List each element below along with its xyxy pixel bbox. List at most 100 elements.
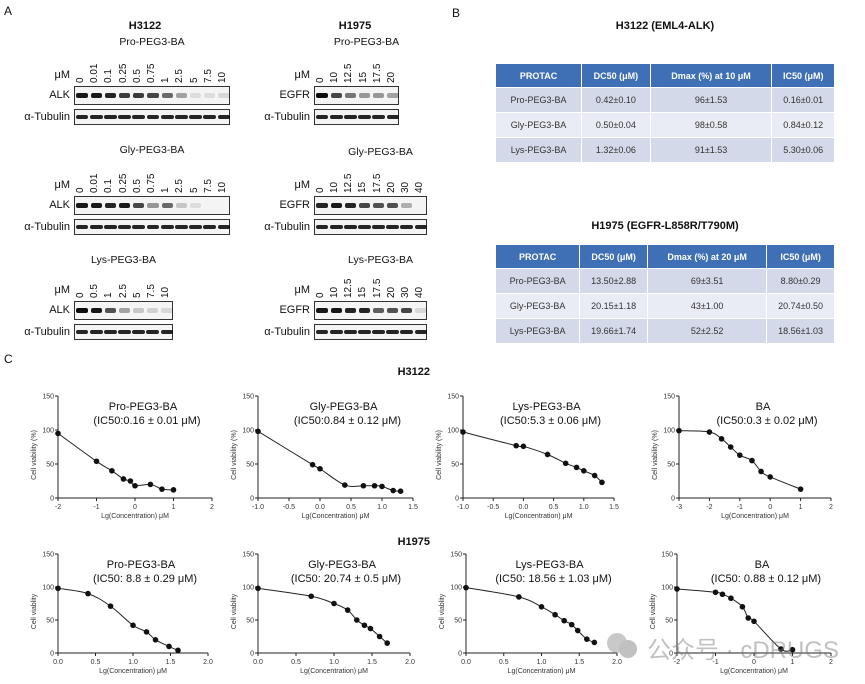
y-tick-label: 150 bbox=[42, 552, 54, 559]
tubulin-band bbox=[118, 115, 131, 119]
table-header-row: PROTAC DC50 (μM) Dmax (%) at 20 μM IC50 (μM… bbox=[496, 245, 834, 268]
chart-subtitle: (IC50: 18.56 ± 1.03 μM) bbox=[495, 573, 611, 585]
y-tick-label: 100 bbox=[661, 585, 673, 592]
target-band bbox=[161, 93, 173, 98]
x-tick-label: 0.5 bbox=[291, 659, 301, 666]
target-band bbox=[316, 203, 328, 208]
x-tick-label: 0.5 bbox=[346, 504, 356, 511]
fit-curve bbox=[257, 430, 401, 492]
blot-compound-title: Pro-PEG3-BA bbox=[119, 36, 185, 48]
unit-label: μM bbox=[294, 179, 310, 191]
data-point bbox=[371, 482, 378, 489]
table-cell: 0.50±0.04 bbox=[582, 113, 650, 137]
unit-label: μM bbox=[294, 69, 310, 81]
target-band bbox=[316, 93, 328, 98]
tubulin-band bbox=[132, 330, 145, 334]
chart: 0 50 100 150 -2 -1 0 1 2 Lg(Concentration) μM Cell… bbox=[650, 552, 833, 676]
table-header-row: PROTAC DC50 (μM) Dmax (%) at 10 μM IC50 (μM… bbox=[496, 64, 834, 87]
x-tick-label: 1.0 bbox=[128, 659, 138, 666]
data-point bbox=[132, 482, 138, 489]
data-point bbox=[344, 607, 351, 613]
x-tick-label: 0.0 bbox=[315, 504, 325, 511]
table-row: Lys-PEG3-BA 19.66±1.74 52±2.52 18.56±1.03 bbox=[496, 319, 834, 343]
table-cell: 20.74±0.50 bbox=[767, 294, 834, 318]
y-tick-label: 100 bbox=[42, 428, 54, 435]
data-point bbox=[152, 637, 159, 643]
data-point bbox=[147, 481, 154, 488]
data-point bbox=[739, 604, 746, 610]
data-point bbox=[309, 461, 316, 468]
y-tick-label: 50 bbox=[454, 618, 462, 625]
table-row: Lys-PEG3-BA 1.32±0.06 91±1.53 5.30±0.06 bbox=[496, 138, 834, 162]
y-axis-label: Cell viablity bbox=[439, 593, 446, 629]
y-tick-label: 150 bbox=[242, 552, 254, 559]
table-cell: Gly-PEG3-BA bbox=[496, 113, 582, 137]
tubulin-band bbox=[89, 115, 103, 119]
data-point bbox=[758, 468, 764, 475]
x-tick-label: 1.5 bbox=[367, 659, 377, 666]
unit-label: μM bbox=[54, 69, 70, 81]
panel-a-label: A bbox=[4, 4, 13, 18]
tubulin-band bbox=[315, 115, 329, 119]
table-title: H3122 (EML4-ALK) bbox=[615, 20, 715, 32]
blot-compound-title: Gly-PEG3-BA bbox=[348, 146, 413, 158]
summary-table: PROTAC DC50 (μM) Dmax (%) at 20 μM IC50 (μM… bbox=[495, 244, 835, 344]
panel-c-label: C bbox=[4, 352, 13, 366]
y-tick-label: 100 bbox=[663, 428, 675, 435]
tubulin-band bbox=[89, 330, 103, 334]
chart: 0 50 100 150 0.0 0.5 1.0 1.5 2.0 Lg(Concentration… bbox=[439, 552, 622, 676]
tubulin-blot bbox=[314, 109, 400, 125]
blot-compound-title: Gly-PEG3-BA bbox=[119, 144, 185, 156]
y-tick-label: 100 bbox=[447, 428, 459, 435]
tubulin-band bbox=[329, 330, 343, 334]
tubulin-band bbox=[132, 225, 146, 229]
data-point bbox=[544, 451, 551, 458]
loading-control-label: α-Tubulin bbox=[24, 221, 70, 233]
tubulin-band bbox=[358, 225, 371, 229]
chart-title: Lys-PEG3-BA bbox=[512, 401, 581, 413]
table-cell: Lys-PEG3-BA bbox=[496, 138, 582, 162]
fit-curve bbox=[678, 430, 801, 490]
table-title: H1975 (EGFR-L858R/T790M) bbox=[591, 220, 739, 232]
data-point bbox=[513, 442, 519, 449]
y-tick-label: 50 bbox=[246, 618, 254, 625]
column-header: IC50 (μM) bbox=[772, 64, 834, 87]
cell-line-h3122: H3122 bbox=[128, 20, 162, 32]
data-point bbox=[460, 429, 466, 435]
y-tick-label: 0 bbox=[250, 496, 254, 503]
y-axis-label: Cell viability (%) bbox=[231, 430, 238, 480]
data-point bbox=[797, 486, 804, 492]
data-point bbox=[354, 617, 360, 623]
fit-curve bbox=[57, 432, 174, 491]
data-point bbox=[552, 611, 558, 618]
x-tick-label: -2 bbox=[706, 504, 712, 511]
y-tick-label: 50 bbox=[46, 618, 54, 625]
tubulin-band bbox=[414, 225, 428, 229]
table-cell: 0.42±0.10 bbox=[582, 88, 650, 112]
target-band bbox=[147, 203, 159, 208]
table-cell: 52±2.52 bbox=[648, 319, 767, 343]
blot-compound-title: Pro-PEG3-BA bbox=[333, 36, 400, 48]
target-band bbox=[372, 203, 385, 208]
target-band bbox=[133, 203, 145, 208]
x-tick-label: 1 bbox=[172, 504, 176, 511]
x-tick-label: 2.0 bbox=[203, 659, 213, 666]
table-cell: 1.32±0.06 bbox=[582, 138, 650, 162]
table-cell: 43±1.00 bbox=[648, 294, 767, 318]
table-row: Pro-PEG3-BA 13.50±2.88 69±3.51 8.80±0.29 bbox=[496, 269, 834, 293]
y-axis-label: Cell viablity bbox=[231, 593, 238, 629]
tubulin-band bbox=[89, 225, 103, 229]
data-point bbox=[751, 618, 757, 625]
table-cell: 69±3.51 bbox=[648, 269, 767, 293]
unit-label: μM bbox=[54, 179, 70, 191]
y-tick-label: 100 bbox=[242, 428, 254, 435]
tubulin-band bbox=[174, 115, 188, 119]
y-tick-label: 100 bbox=[242, 585, 254, 592]
tubulin-band bbox=[203, 115, 217, 119]
tubulin-band bbox=[315, 225, 329, 229]
data-point bbox=[676, 427, 682, 434]
y-tick-label: 100 bbox=[450, 585, 462, 592]
target-band bbox=[104, 203, 117, 208]
y-tick-label: 0 bbox=[50, 496, 54, 503]
cell-line-h1975: H1975 bbox=[338, 20, 372, 32]
